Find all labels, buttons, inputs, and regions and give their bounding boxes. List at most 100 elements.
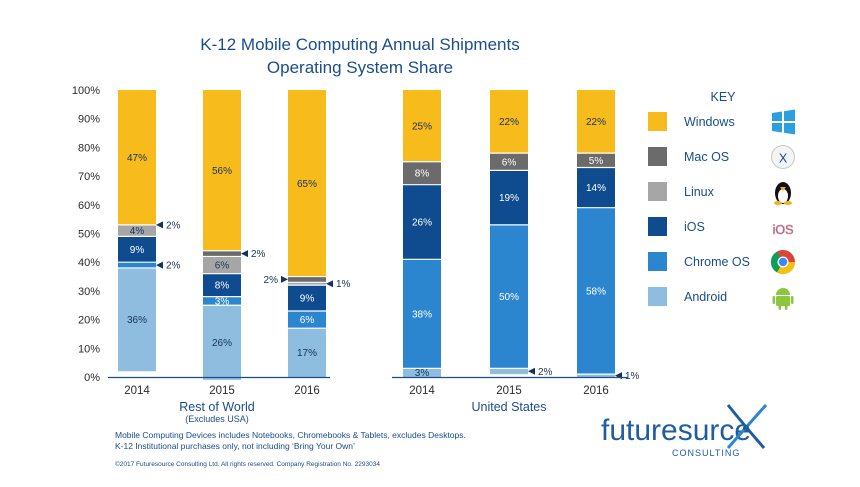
callout-arrow — [156, 261, 163, 269]
group-label-rest-of-world: Rest of World — [179, 400, 255, 414]
bar-segment-chrome-os — [490, 224, 528, 369]
legend: KEY Windows Mac OS X Linux iOS iOS Chrome OS An… — [648, 90, 795, 310]
segment-value-label: 6% — [215, 261, 230, 272]
bar-segment-ios — [203, 273, 241, 297]
bar-segment-chrome-os — [288, 310, 326, 329]
segment-value-label: 5% — [589, 156, 604, 167]
callout-pointer: 2% — [156, 261, 181, 272]
segment-value-label: 3% — [415, 368, 430, 379]
group-sublabel-excludes-usa: (Excludes USA) — [185, 414, 249, 424]
ios-icon: iOS — [772, 223, 794, 238]
legend-label: Linux — [684, 185, 715, 199]
group-label-united-states: United States — [471, 400, 546, 414]
bar-united-states-2016: 22% 5% 14% 58% — [577, 90, 615, 377]
x-tick-label: 2016 — [583, 385, 609, 397]
segment-value-label: 58% — [586, 286, 606, 297]
legend-entry-ios: iOS iOS — [648, 217, 794, 238]
bar-segment-android — [403, 368, 441, 377]
legend-swatch — [648, 217, 667, 236]
mac-os-x-glyph: X — [779, 152, 788, 166]
group-labels: Rest of World (Excludes USA) United Stat… — [179, 400, 546, 424]
bar-segment-chrome-os — [403, 259, 441, 369]
segment-value-label: 4% — [130, 226, 145, 237]
logo-x-mark — [726, 403, 768, 449]
legend-swatch — [648, 287, 667, 306]
y-tick-label: 90% — [78, 114, 100, 126]
bar-segment-chrome-os — [118, 262, 156, 268]
segment-value-label: 25% — [412, 121, 432, 132]
legend-swatch — [648, 252, 667, 271]
x-tick-label: 2014 — [124, 385, 150, 397]
segment-value-label: 65% — [297, 179, 317, 190]
legend-entry-android: Android — [648, 287, 794, 310]
callout-arrow — [528, 367, 535, 375]
segment-value-label: 26% — [212, 338, 232, 349]
bar-segment-android — [203, 305, 241, 380]
segment-value-label: 50% — [499, 292, 519, 303]
y-tick-label: 80% — [78, 142, 100, 154]
bar-segment-android — [118, 267, 156, 372]
callout-label: 2% — [538, 367, 553, 378]
callout-label: 2% — [166, 261, 181, 272]
y-tick-label: 40% — [78, 257, 100, 269]
legend-label: Mac OS — [684, 150, 729, 164]
chart-title-line-1: K-12 Mobile Computing Annual Shipments — [200, 35, 519, 54]
bars: 47% 4% 9% 36% 56% 6% 8% 3% 26% 65% 9% 6% 17% 25% 8% 26%… — [118, 90, 640, 382]
logo-subtitle: CONSULTING — [672, 448, 740, 458]
bar-rest-of-world-2015: 56% 6% 8% 3% 26% — [203, 90, 241, 380]
legend-swatch — [648, 182, 667, 201]
bar-segment-android — [577, 374, 615, 377]
y-axis: 0% 10% 20% 30% 40% 50% 60% 70% 80% 90% 100% — [72, 85, 100, 384]
segment-value-label: 9% — [300, 294, 315, 305]
segment-value-label: 38% — [412, 309, 432, 320]
bar-segment-windows — [118, 90, 156, 225]
legend-entry-windows: Windows — [648, 109, 795, 135]
y-tick-label: 10% — [78, 343, 100, 355]
segment-value-label: 6% — [300, 315, 315, 326]
segment-value-label: 47% — [127, 153, 147, 164]
bar-segment-windows — [403, 90, 441, 162]
mac-os-x-icon: X — [771, 145, 795, 169]
x-tick-label: 2015 — [496, 385, 522, 397]
callout-label: 2% — [251, 249, 266, 260]
bar-segment-chrome-os — [577, 207, 615, 375]
callout-arrow — [156, 221, 163, 229]
x-tick-label: 2015 — [209, 385, 235, 397]
bar-segment-windows — [577, 90, 615, 154]
copyright-notice: ©2017 Futuresource Consulting Ltd. All r… — [115, 460, 380, 468]
logo-wordmark: futuresurce — [601, 414, 751, 447]
chrome-icon — [770, 250, 795, 275]
callout-label: 2% — [166, 220, 181, 231]
bar-segment-mac-os — [403, 161, 441, 185]
callout-pointer: 2% — [241, 249, 266, 260]
bar-segment-windows — [288, 90, 326, 277]
legend-label: iOS — [684, 220, 705, 234]
chart-title: K-12 Mobile Computing Annual Shipments O… — [200, 35, 519, 77]
segment-value-label: 3% — [215, 296, 230, 307]
callout-arrow — [241, 250, 248, 258]
bar-segment-android — [490, 368, 528, 375]
callout-label: 2% — [264, 275, 279, 286]
y-tick-label: 70% — [78, 171, 100, 183]
y-tick-label: 50% — [78, 229, 100, 241]
segment-value-label: 14% — [586, 183, 606, 194]
legend-entry-chrome-os: Chrome OS — [648, 250, 795, 275]
legend-label: Android — [684, 290, 727, 304]
callout-arrow — [281, 275, 288, 283]
segment-value-label: 26% — [412, 218, 432, 229]
segment-value-label: 8% — [415, 169, 430, 180]
segment-value-label: 22% — [586, 117, 606, 128]
segment-value-label: 36% — [127, 315, 147, 326]
bar-segment-ios — [288, 285, 326, 311]
bar-segment-mac-os — [288, 276, 326, 283]
segment-value-label: 8% — [215, 281, 230, 292]
legend-label: Chrome OS — [684, 255, 750, 269]
bar-segment-linux — [288, 282, 326, 286]
bar-segment-ios — [490, 170, 528, 225]
segment-value-label: 9% — [130, 245, 145, 256]
segment-value-label: 6% — [502, 157, 517, 168]
bar-segment-mac-os — [577, 153, 615, 168]
segment-value-label: 56% — [212, 166, 232, 177]
callout-label: 1% — [625, 371, 640, 382]
